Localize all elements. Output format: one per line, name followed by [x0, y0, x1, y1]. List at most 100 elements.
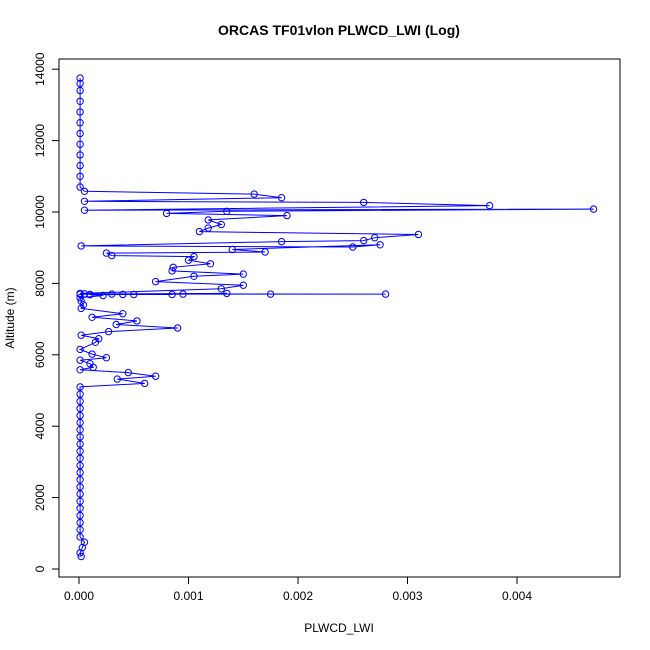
data-point: [190, 252, 198, 261]
series-line: [78, 78, 594, 557]
data-point: [223, 289, 231, 298]
data-point: [119, 290, 127, 299]
data-point: [88, 350, 96, 358]
data-point: [76, 440, 84, 448]
data-point: [76, 468, 84, 477]
data-point: [168, 290, 176, 299]
data-point: [76, 526, 84, 534]
data-point: [99, 291, 107, 300]
data-point: [283, 211, 291, 220]
x-tick-label: 0.003: [392, 589, 422, 603]
data-point: [151, 372, 160, 380]
data-point: [77, 331, 85, 339]
data-point: [277, 237, 286, 246]
y-tick-label: 14000: [33, 52, 47, 86]
data-point: [485, 201, 494, 210]
data-point: [76, 404, 84, 413]
y-axis-label: Altitude (m): [3, 287, 17, 348]
data-point: [162, 209, 171, 218]
data-point: [228, 245, 237, 254]
data-point: [173, 324, 182, 332]
data-point: [95, 335, 103, 343]
data-point: [76, 390, 84, 398]
data-point: [76, 294, 84, 302]
data-point: [261, 248, 269, 256]
data-point: [86, 290, 94, 299]
data-point: [250, 190, 258, 198]
data-point: [76, 74, 84, 82]
data-point: [104, 327, 113, 336]
data-point: [76, 497, 84, 505]
data-point: [102, 249, 111, 257]
data-point: [77, 304, 85, 313]
data-point: [349, 243, 357, 251]
data-point: [76, 383, 84, 391]
data-point: [112, 320, 120, 329]
data-point: [124, 368, 133, 377]
data-point: [76, 533, 84, 541]
data-point: [76, 461, 84, 470]
y-tick-label: 8000: [33, 270, 47, 297]
data-point: [195, 227, 204, 236]
data-point: [80, 538, 89, 546]
x-tick-label: 0.002: [283, 589, 313, 603]
data-point: [80, 197, 89, 206]
data-point: [76, 172, 84, 181]
data-point: [76, 454, 84, 462]
data-point: [86, 360, 94, 368]
data-point: [108, 290, 116, 298]
data-point: [277, 194, 286, 202]
data-point: [376, 241, 384, 249]
y-axis: 0 2000 4000 6000 8000 10000 12000 14000: [33, 52, 60, 572]
data-point: [76, 86, 84, 95]
x-tick-label: 0.000: [64, 589, 94, 603]
y-tick-label: 0: [33, 565, 47, 572]
data-point: [76, 476, 84, 484]
y-tick-label: 4000: [33, 413, 47, 440]
data-point: [76, 356, 84, 364]
data-point: [371, 234, 379, 242]
data-point: [381, 290, 390, 298]
data-point: [76, 161, 84, 170]
chart-title: ORCAS TF01vlon PLWCD_LWI (Log): [218, 22, 460, 38]
data-point: [206, 260, 215, 268]
data-point: [184, 256, 193, 264]
data-point: [76, 140, 84, 148]
data-point: [360, 236, 368, 245]
data-point: [76, 447, 84, 455]
data-point: [217, 285, 226, 293]
data-point: [414, 230, 423, 239]
data-point: [76, 289, 84, 298]
data-point: [76, 511, 84, 520]
data-point: [76, 418, 84, 427]
data-point: [76, 504, 84, 512]
data-point: [88, 313, 96, 321]
data-point: [76, 183, 84, 191]
data-point: [130, 290, 138, 299]
data-point: [77, 242, 85, 250]
y-tick-label: 6000: [33, 341, 47, 368]
data-point: [266, 290, 275, 298]
data-point: [80, 187, 89, 196]
data-point: [168, 267, 176, 275]
data-point: [76, 151, 84, 159]
x-tick-label: 0.001: [173, 589, 203, 603]
data-point: [119, 310, 127, 318]
data-point: [77, 552, 85, 561]
data-point: [76, 518, 84, 527]
data-point: [179, 290, 187, 298]
x-axis: 0.000 0.001 0.002 0.003 0.004: [64, 576, 532, 603]
data-point: [76, 108, 84, 116]
data-point: [102, 354, 111, 362]
data-point: [76, 490, 84, 498]
data-point: [239, 281, 248, 289]
data-point: [190, 272, 198, 280]
data-point: [204, 224, 212, 232]
data-point: [217, 220, 226, 229]
data-point: [113, 375, 122, 383]
x-axis-label: PLWCD_LWI: [304, 621, 374, 635]
data-point: [80, 206, 89, 214]
data-point: [76, 483, 84, 491]
data-point: [360, 198, 368, 207]
